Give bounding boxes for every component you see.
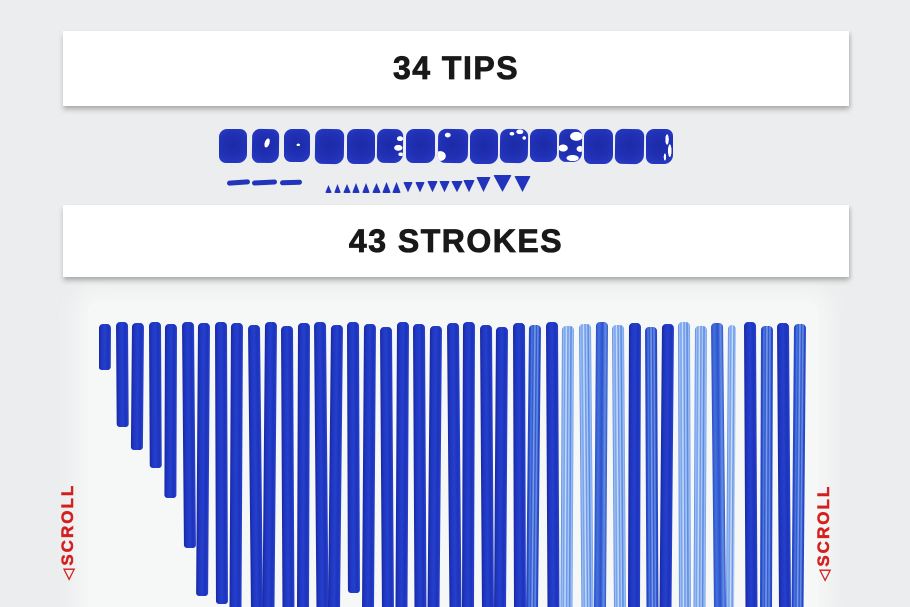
scroll-down-arrow-icon: ◁	[60, 565, 78, 581]
brush-tip-stamp	[614, 128, 645, 165]
brush-tip-triangle	[343, 184, 351, 193]
tips-title: 34 TIPS	[392, 50, 520, 87]
brush-stroke	[130, 322, 144, 451]
brush-stroke	[395, 322, 409, 607]
brush-tip-stamp	[437, 128, 469, 164]
brush-tip-triangle	[463, 180, 475, 193]
brush-stroke	[759, 325, 773, 607]
brush-tip-dash	[251, 179, 278, 186]
brush-strokes-area	[99, 322, 809, 607]
strokes-banner: 43 STROKES	[63, 205, 849, 277]
brush-tip-stamp	[530, 129, 557, 162]
brush-stroke	[711, 322, 727, 607]
brush-stroke	[361, 323, 376, 607]
brush-tip-stamp	[558, 128, 583, 163]
brush-tip-stamp	[219, 129, 247, 163]
brush-stroke	[493, 326, 508, 607]
brush-tip-triangle	[514, 176, 531, 192]
brush-stroke	[480, 324, 495, 607]
brush-stroke	[525, 324, 541, 607]
brush-stroke	[327, 324, 343, 607]
brush-stroke	[164, 323, 177, 499]
brush-stroke	[791, 323, 806, 607]
brush-stroke	[215, 322, 228, 605]
brush-tip-stamp	[646, 129, 673, 164]
brush-stroke	[413, 323, 427, 607]
brush-stroke	[612, 324, 627, 607]
brush-tip-triangle	[325, 185, 332, 193]
brush-stroke	[229, 322, 243, 607]
scroll-label-right: SCROLL	[814, 484, 834, 567]
brush-tip-triangle	[493, 175, 512, 192]
brush-tip-triangle	[372, 183, 381, 193]
brush-stroke	[182, 322, 196, 549]
brush-stroke	[725, 324, 736, 607]
brush-stroke	[513, 322, 527, 607]
brush-stroke	[248, 324, 264, 607]
brush-stroke	[693, 325, 707, 607]
brush-tip-triangle	[403, 182, 413, 193]
scroll-label-left: SCROLL	[58, 483, 78, 566]
brush-tip-triangle	[476, 177, 491, 193]
brush-tip-stamp	[406, 129, 435, 163]
brush-tip-triangle	[362, 183, 370, 193]
brush-stroke	[196, 322, 210, 597]
brush-tip-stamp	[584, 129, 613, 164]
brush-stroke	[593, 322, 608, 607]
brush-tip-stamp	[314, 128, 345, 165]
brush-tip-stamp	[347, 129, 375, 164]
brush-tip-stamp	[251, 128, 280, 164]
brush-tip-triangle	[382, 182, 391, 193]
brush-stroke	[678, 322, 692, 607]
scroll-down-arrow-icon: ◁	[816, 566, 834, 582]
brush-stroke	[546, 322, 560, 607]
brush-tip-triangle	[392, 182, 401, 193]
brush-stroke	[380, 326, 395, 607]
brush-stroke	[149, 322, 162, 469]
brush-stroke	[627, 322, 641, 607]
brush-stroke	[427, 325, 442, 607]
brush-tip-triangle	[352, 183, 360, 193]
brush-stroke	[579, 323, 594, 607]
brush-stroke	[296, 322, 310, 607]
brush-tip-stamp	[499, 128, 529, 164]
brush-stroke	[262, 322, 277, 607]
brush-tip-triangle	[415, 182, 425, 193]
brush-tip-dash	[226, 179, 251, 186]
brush-stroke	[744, 322, 758, 607]
brush-stroke	[645, 326, 659, 607]
brush-stroke	[116, 322, 129, 428]
brush-tip-stamp	[284, 129, 310, 162]
brush-stroke	[461, 322, 475, 607]
brush-stroke	[314, 322, 329, 607]
strokes-title: 43 STROKES	[348, 222, 564, 259]
brush-stroke	[777, 322, 792, 607]
brush-tip-triangle	[334, 184, 341, 193]
brush-stroke	[560, 325, 574, 607]
brush-stroke	[347, 322, 360, 594]
tips-banner: 34 TIPS	[63, 31, 849, 106]
brush-stroke	[659, 323, 674, 607]
brush-tip-triangle	[427, 181, 438, 193]
brush-tip-stamp	[376, 128, 404, 164]
brush-tip-dash	[279, 179, 303, 186]
brush-tip-triangle	[439, 181, 450, 193]
brush-stroke	[447, 322, 462, 607]
brush-tip-triangle	[451, 181, 463, 193]
brush-stroke	[99, 323, 111, 371]
brush-tip-stamp	[470, 129, 498, 164]
brush-stroke	[281, 325, 295, 607]
